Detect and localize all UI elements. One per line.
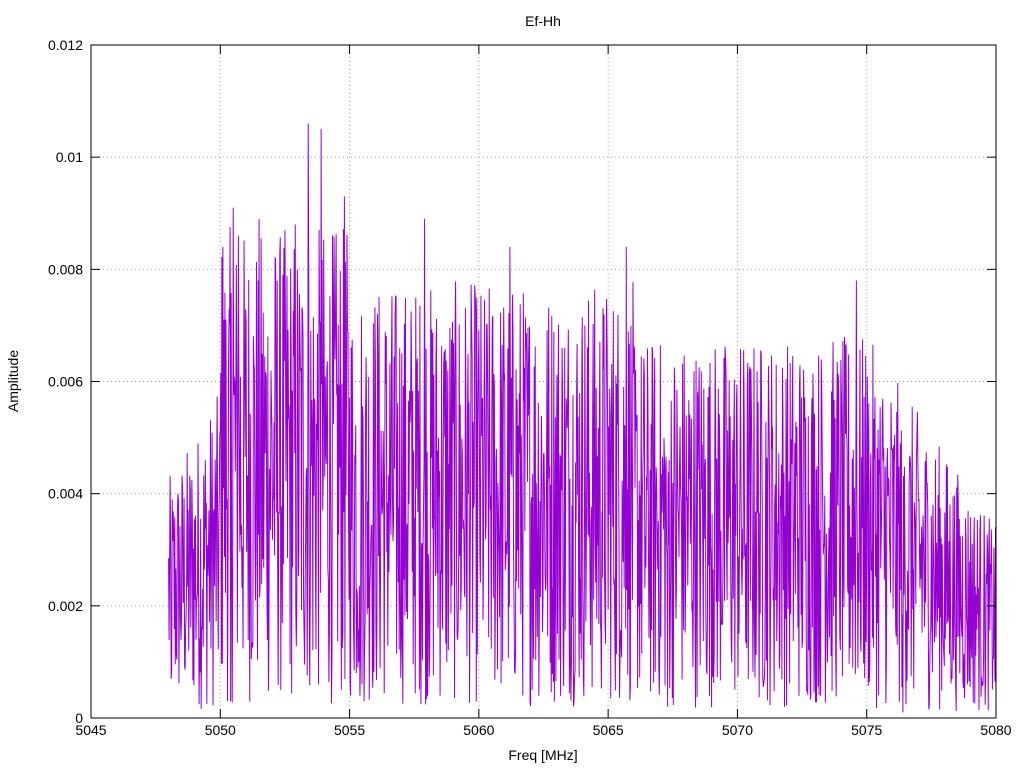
x-tick-label: 5065 [593, 722, 624, 738]
x-tick-label: 5070 [722, 722, 753, 738]
y-tick-label: 0.012 [48, 37, 83, 53]
y-axis-title: Amplitude [5, 350, 21, 412]
x-tick-label: 5080 [980, 722, 1011, 738]
y-tick-label: 0.002 [48, 598, 83, 614]
x-tick-label: 5045 [75, 722, 106, 738]
x-axis-title: Freq [MHz] [508, 747, 577, 763]
x-tick-label: 5050 [205, 722, 236, 738]
series-layer [168, 123, 997, 713]
series-line [168, 123, 997, 713]
y-tick-label: 0.006 [48, 374, 83, 390]
x-tick-label: 5055 [334, 722, 365, 738]
x-tick-label: 5060 [463, 722, 494, 738]
y-tick-label: 0.01 [56, 149, 83, 165]
y-tick-label: 0 [75, 710, 83, 726]
axis-ticks: 5045 5050 5055 5060 5065 5070 5075 5080 0 0.002 0.… [48, 37, 1012, 738]
x-tick-label: 5075 [851, 722, 882, 738]
y-tick-label: 0.004 [48, 486, 83, 502]
y-tick-label: 0.008 [48, 261, 83, 277]
chart-title: Ef-Hh [525, 13, 561, 29]
